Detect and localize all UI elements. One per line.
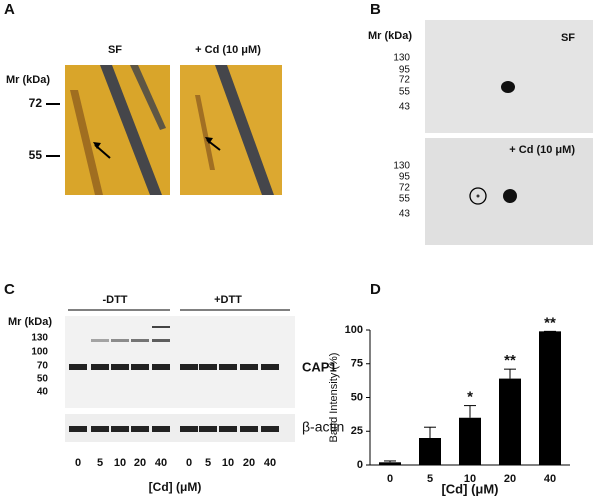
band bbox=[199, 426, 217, 432]
marker-label: 55 bbox=[29, 148, 43, 162]
blot-a bbox=[46, 65, 282, 195]
band bbox=[111, 426, 129, 432]
band bbox=[199, 364, 217, 370]
band bbox=[111, 364, 129, 370]
marker-label: 72 bbox=[399, 183, 411, 194]
lane-label: 0 bbox=[186, 457, 192, 469]
mr-label: Mr (kDa) bbox=[368, 30, 412, 42]
band bbox=[261, 426, 279, 432]
y-tick-label: 25 bbox=[351, 425, 363, 437]
y-axis-label: Band Intensity (%) bbox=[328, 353, 340, 443]
lane-label: 40 bbox=[155, 457, 167, 469]
marker-label: 70 bbox=[37, 361, 49, 372]
band bbox=[240, 426, 258, 432]
lane-label: 40 bbox=[264, 457, 276, 469]
bar bbox=[379, 462, 401, 465]
x-tick-label: 10 bbox=[464, 473, 476, 485]
y-tick-label: 0 bbox=[357, 459, 363, 471]
band bbox=[69, 426, 87, 432]
band bbox=[152, 364, 170, 370]
x-label: [Cd] (μM) bbox=[149, 480, 202, 494]
band bbox=[152, 326, 170, 328]
band bbox=[152, 339, 170, 342]
y-tick-label: 100 bbox=[345, 324, 363, 336]
marker-label: 43 bbox=[399, 102, 411, 113]
group-label: +DTT bbox=[214, 294, 242, 306]
lane-label: 5 bbox=[97, 457, 103, 469]
band-label: β-actin bbox=[302, 419, 344, 435]
bar bbox=[539, 331, 561, 465]
band bbox=[111, 339, 129, 342]
lane-label: 0 bbox=[75, 457, 81, 469]
band bbox=[261, 364, 279, 370]
marker-label: 130 bbox=[31, 333, 48, 344]
lane-label: 20 bbox=[243, 457, 255, 469]
significance: ** bbox=[544, 314, 556, 331]
band bbox=[91, 339, 109, 342]
x-tick-label: 5 bbox=[427, 473, 433, 485]
panel-label: D bbox=[370, 281, 381, 298]
blot-label: SF bbox=[561, 32, 575, 44]
mr-label: Mr (kDa) bbox=[8, 316, 52, 328]
marker-label: 130 bbox=[393, 161, 410, 172]
marker-label: 72 bbox=[29, 96, 43, 110]
x-tick-label: 20 bbox=[504, 473, 516, 485]
x-tick-label: 0 bbox=[387, 473, 393, 485]
significance: ** bbox=[504, 352, 516, 369]
marker-label: 130 bbox=[393, 53, 410, 64]
blot-c bbox=[65, 316, 295, 442]
marker-label: 72 bbox=[399, 75, 411, 86]
panel-label: C bbox=[4, 281, 15, 298]
band bbox=[219, 364, 237, 370]
panel-label: B bbox=[370, 1, 381, 18]
band bbox=[131, 364, 149, 370]
bar bbox=[459, 417, 481, 465]
marker-label: 50 bbox=[37, 374, 49, 385]
lane-label: SF bbox=[108, 44, 122, 56]
band bbox=[180, 364, 198, 370]
band bbox=[240, 364, 258, 370]
panel-label: A bbox=[4, 1, 15, 18]
bar bbox=[499, 378, 521, 465]
significance: * bbox=[467, 389, 473, 406]
lane-label: 5 bbox=[205, 457, 211, 469]
marker-label: 100 bbox=[31, 347, 48, 358]
band-label: CAP1 bbox=[302, 359, 337, 374]
x-tick-label: 40 bbox=[544, 473, 556, 485]
marker-label: 95 bbox=[399, 65, 411, 76]
lane-label: 20 bbox=[134, 457, 146, 469]
bar bbox=[419, 438, 441, 465]
marker-label: 40 bbox=[37, 387, 49, 398]
band bbox=[131, 339, 149, 342]
band bbox=[91, 364, 109, 370]
band bbox=[131, 426, 149, 432]
band bbox=[69, 364, 87, 370]
lane-label: 10 bbox=[222, 457, 234, 469]
band bbox=[152, 426, 170, 432]
marker-label: 43 bbox=[399, 209, 411, 220]
band bbox=[219, 426, 237, 432]
band bbox=[180, 426, 198, 432]
lane-label: 10 bbox=[114, 457, 126, 469]
blot-b bbox=[425, 20, 593, 245]
lane-label: + Cd (10 μM) bbox=[195, 44, 261, 56]
group-label: -DTT bbox=[102, 294, 127, 306]
band bbox=[91, 426, 109, 432]
marker-label: 55 bbox=[399, 87, 411, 98]
marker-label: 55 bbox=[399, 194, 411, 205]
x-axis-label: [Cd] (μM) bbox=[441, 481, 498, 496]
y-tick-label: 50 bbox=[351, 391, 363, 403]
blot-label: + Cd (10 μM) bbox=[509, 144, 575, 156]
y-tick-label: 75 bbox=[351, 358, 363, 370]
mr-label: Mr (kDa) bbox=[6, 74, 50, 86]
marker-label: 95 bbox=[399, 172, 411, 183]
